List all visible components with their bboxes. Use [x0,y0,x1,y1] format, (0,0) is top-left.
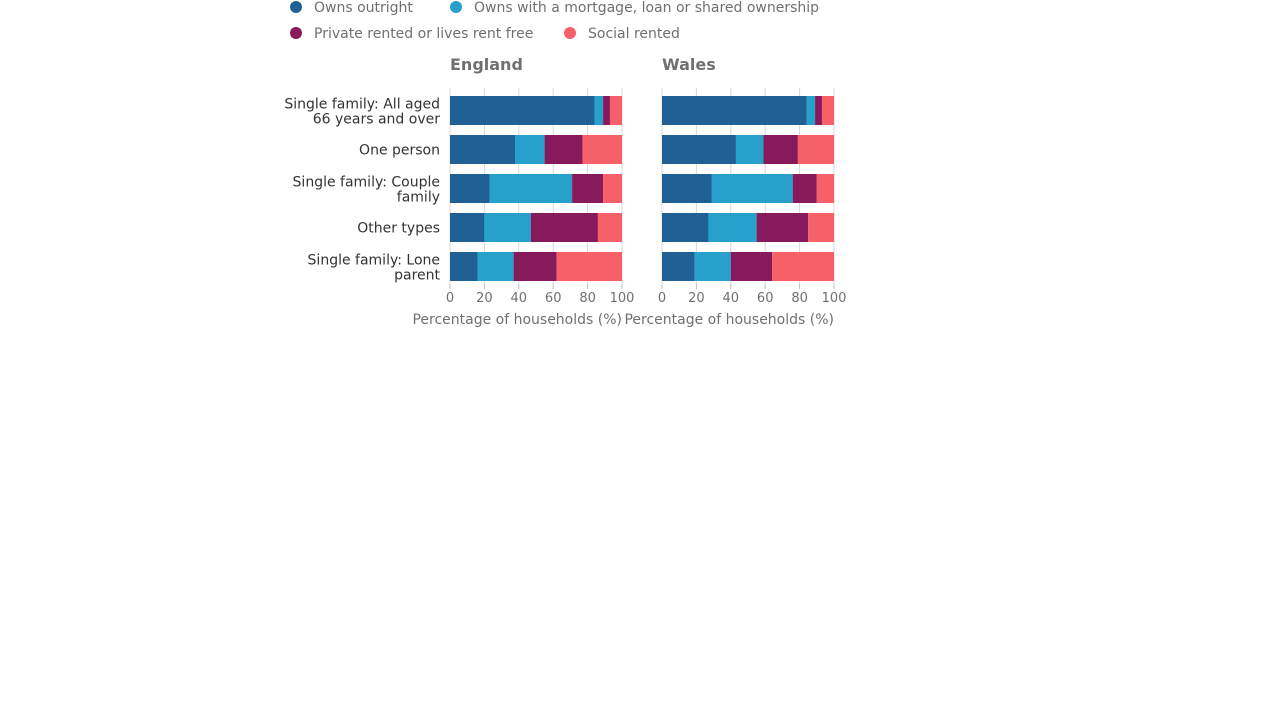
category-label: parent [394,268,440,284]
panel-title: Wales [662,55,716,74]
bar-segment [603,96,610,125]
bar-segment [450,213,485,242]
bar-segment [597,213,622,242]
category-label: Single family: Couple [293,175,440,191]
bar-segment [450,252,478,281]
bar-segment [792,174,817,203]
bar-segment [582,135,622,164]
category-label: One person [359,143,440,159]
bar-segment [662,174,712,203]
bar-segment [730,252,773,281]
legend-swatch [564,27,576,39]
bar-segment [530,213,598,242]
x-tick-label: 20 [688,291,705,306]
bar-segment [815,96,822,125]
bar-segment [489,174,573,203]
category-label: 66 years and over [313,112,440,128]
legend-label: Owns outright [314,0,413,16]
category-label: Single family: All aged [284,97,440,113]
bar-segment [603,174,622,203]
legend-swatch [450,1,462,13]
bar-segment [594,96,604,125]
x-axis-title: Percentage of households (%) [624,312,834,328]
bar-segment [808,213,834,242]
x-tick-label: 100 [610,291,635,306]
bar-segment [756,213,809,242]
category-label: Other types [357,221,440,237]
legend-item: Owns outright [290,0,413,16]
legend-swatch [290,27,302,39]
legend-item: Social rented [564,26,680,42]
category-label: family [397,190,440,206]
x-tick-label: 40 [723,291,740,306]
panel-title: England [450,55,523,74]
bar-segment [484,213,531,242]
bar-segment [662,252,695,281]
bar-segment [735,135,764,164]
x-tick-label: 80 [791,291,808,306]
x-tick-label: 0 [446,291,454,306]
bar-segment [450,174,490,203]
bar-segment [556,252,622,281]
legend-swatch [290,1,302,13]
bar-segment [797,135,834,164]
x-tick-label: 80 [579,291,596,306]
bar-segment [609,96,622,125]
bar-segment [821,96,834,125]
legend-item: Private rented or lives rent free [290,26,533,42]
category-label: Single family: Lone [308,253,440,269]
x-tick-label: 0 [658,291,666,306]
x-axis-title: Percentage of households (%) [412,312,622,328]
bar-segment [450,96,595,125]
bar-segment [763,135,798,164]
bar-segment [772,252,834,281]
bar-segment [662,135,736,164]
x-tick-label: 20 [476,291,493,306]
legend-item: Owns with a mortgage, loan or shared own… [450,0,819,16]
bar-segment [806,96,816,125]
bar-segment [662,96,807,125]
bar-segment [544,135,583,164]
x-tick-label: 60 [757,291,774,306]
bar-segment [450,135,516,164]
x-tick-label: 100 [822,291,847,306]
legend: Owns outright Owns with a mortgage, loan … [290,0,819,42]
bar-segment [816,174,834,203]
bar-segment [708,213,757,242]
bar-segment [662,213,709,242]
legend-label: Social rented [588,26,680,42]
x-tick-label: 60 [545,291,562,306]
bar-segment [711,174,793,203]
legend-label: Owns with a mortgage, loan or shared own… [474,0,819,16]
bar-segment [513,252,557,281]
bar-segment [515,135,545,164]
bar-segment [694,252,731,281]
x-tick-label: 40 [511,291,528,306]
bar-segment [572,174,604,203]
legend-label: Private rented or lives rent free [314,26,533,42]
chart-panel-england: England 0 20 40 60 80 100 Single family: All ag… [284,55,634,328]
chart-panel-wales: Wales 0 20 40 60 80 100 Percentage of household… [624,55,846,328]
bar-segment [477,252,514,281]
